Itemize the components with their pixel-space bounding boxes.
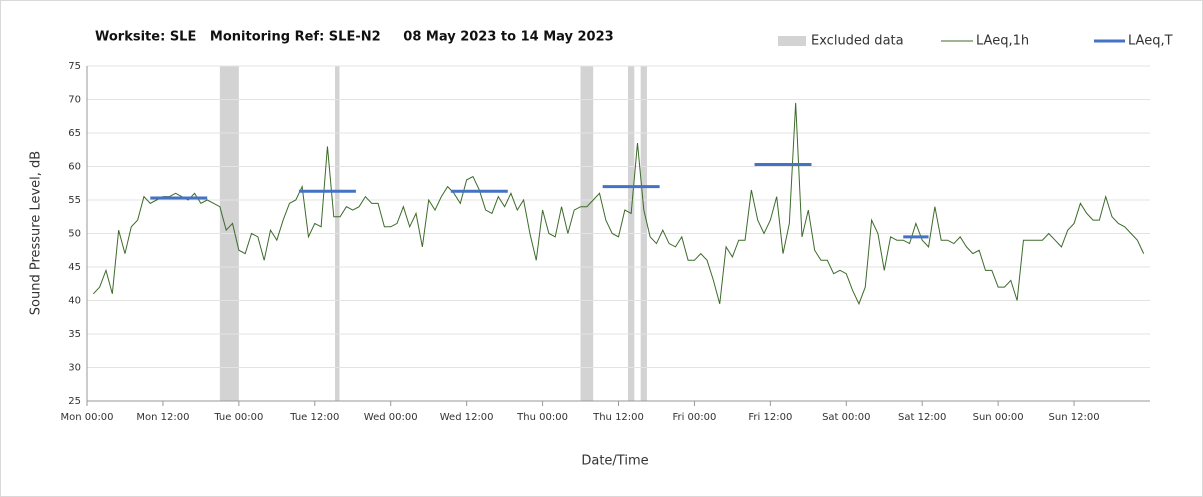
y-tick-label: 45 bbox=[68, 262, 81, 273]
y-tick-label: 55 bbox=[68, 195, 81, 206]
y-tick-label: 35 bbox=[68, 329, 81, 340]
x-tick-label: Wed 12:00 bbox=[440, 412, 494, 423]
line-series bbox=[92, 102, 1145, 306]
y-tick-label: 40 bbox=[68, 296, 81, 307]
y-tick-label: 25 bbox=[68, 396, 81, 407]
x-tick-label: Mon 12:00 bbox=[136, 412, 189, 423]
y-tick-label: 70 bbox=[68, 95, 81, 106]
y-axis-label: Sound Pressure Level, dB bbox=[29, 151, 44, 315]
x-tick-label: Thu 12:00 bbox=[592, 412, 644, 423]
legend-label: Excluded data bbox=[811, 34, 904, 49]
x-tick-label: Thu 00:00 bbox=[516, 412, 568, 423]
x-tick-label: Sun 00:00 bbox=[973, 412, 1024, 423]
legend-label: LAeq,1h bbox=[976, 34, 1029, 49]
chart-title: Worksite: SLE Monitoring Ref: SLE-N2 08 … bbox=[95, 30, 614, 45]
legend-swatch bbox=[778, 36, 806, 46]
x-tick-label: Sat 00:00 bbox=[822, 412, 870, 423]
x-axis-label: Date/Time bbox=[581, 454, 648, 469]
x-tick-label: Fri 00:00 bbox=[672, 412, 716, 423]
x-tick-label: Tue 00:00 bbox=[213, 412, 263, 423]
x-tick-label: Fri 12:00 bbox=[748, 412, 792, 423]
x-tick-label: Sat 12:00 bbox=[898, 412, 946, 423]
legend-label: LAeq,T bbox=[1128, 34, 1173, 49]
y-tick-label: 50 bbox=[68, 229, 81, 240]
x-tick-label: Wed 00:00 bbox=[364, 412, 418, 423]
y-tick-label: 30 bbox=[68, 363, 81, 374]
y-tick-label: 60 bbox=[68, 162, 81, 173]
y-tick-label: 75 bbox=[68, 61, 81, 72]
x-tick-label: Tue 12:00 bbox=[289, 412, 339, 423]
x-tick-label: Mon 00:00 bbox=[60, 412, 113, 423]
y-tick-label: 65 bbox=[68, 128, 81, 139]
x-tick-label: Sun 12:00 bbox=[1049, 412, 1100, 423]
